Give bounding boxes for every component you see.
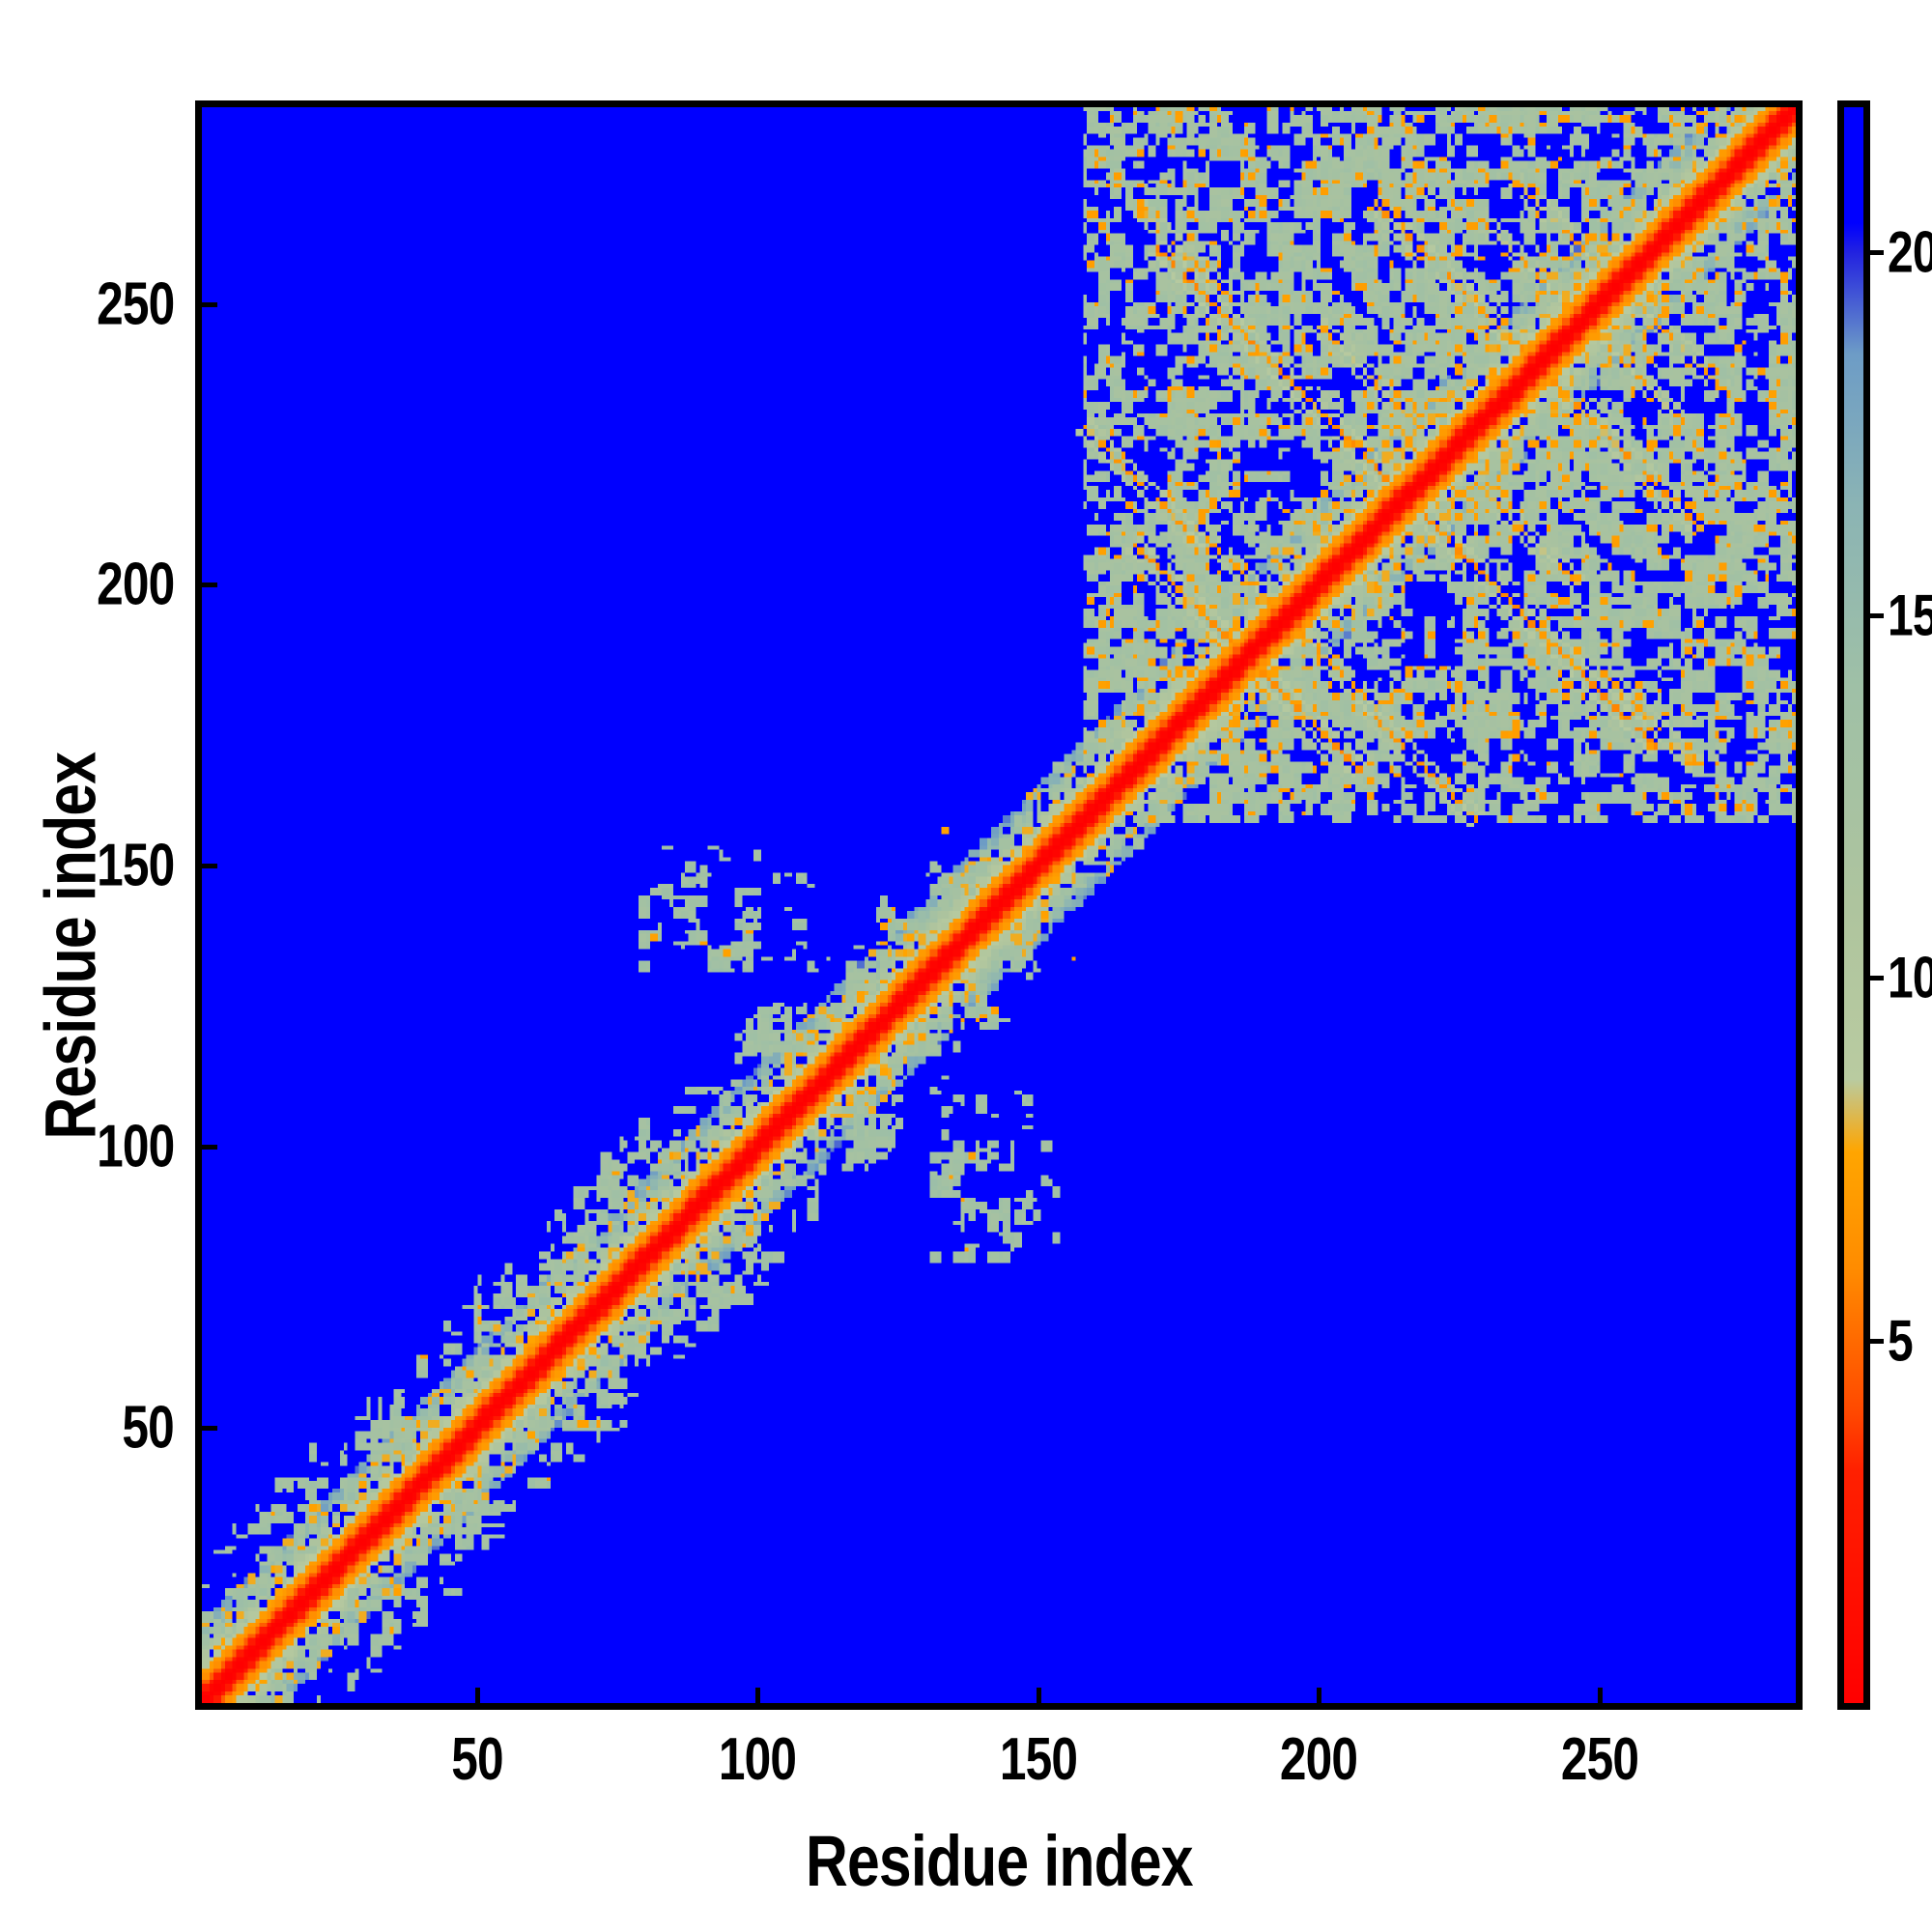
x-axis-tick [1597, 1688, 1603, 1703]
x-axis-title-text: Residue index [805, 1821, 1194, 1901]
colorbar-tick [1870, 1338, 1884, 1344]
colorbar-gradient [1844, 107, 1863, 1703]
colorbar-tick-label: 20 [1888, 219, 1932, 285]
x-axis-tick [1036, 1688, 1041, 1703]
heatmap-plot-area[interactable] [195, 100, 1803, 1710]
y-axis-tick [202, 1425, 217, 1431]
y-axis-tick-label: 250 [96, 270, 175, 338]
x-axis-tick-label: 150 [999, 1726, 1077, 1793]
x-axis-tick-label: 100 [718, 1726, 797, 1793]
x-axis-tick [474, 1688, 480, 1703]
colorbar-tick [1870, 976, 1884, 981]
colorbar-tick [1870, 612, 1884, 618]
y-axis-tick [202, 301, 217, 307]
colorbar-tick-label: 5 [1888, 1308, 1914, 1374]
distance-matrix-heatmap [202, 107, 1796, 1703]
x-axis-tick [1317, 1688, 1322, 1703]
y-axis-tick [202, 582, 217, 588]
y-axis-tick-label: 100 [96, 1113, 175, 1180]
y-axis-title-text: Residue index [30, 753, 111, 1140]
colorbar-frame [1837, 100, 1870, 1710]
colorbar[interactable] [1837, 100, 1870, 1710]
x-axis-title: Residue index [195, 1820, 1803, 1902]
x-axis-tick-label: 250 [1560, 1726, 1638, 1793]
y-axis-tick [202, 1145, 217, 1151]
y-axis-title: Residue index [30, 142, 112, 1751]
y-axis-tick-label: 150 [96, 832, 175, 899]
colorbar-tick [1870, 250, 1884, 256]
y-axis-tick [202, 864, 217, 869]
x-axis-tick-label: 200 [1279, 1726, 1358, 1793]
x-axis-tick [755, 1688, 761, 1703]
y-axis-tick-label: 200 [96, 551, 175, 618]
colorbar-tick-label: 15 [1888, 582, 1932, 648]
colorbar-tick-label: 10 [1888, 945, 1932, 1010]
y-axis-tick-label: 50 [122, 1394, 174, 1462]
x-axis-tick-label: 50 [450, 1726, 503, 1793]
